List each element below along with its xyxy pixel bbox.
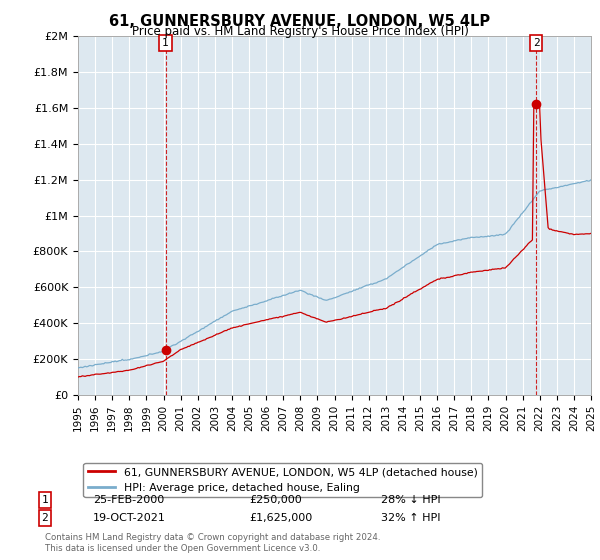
Legend: 61, GUNNERSBURY AVENUE, LONDON, W5 4LP (detached house), HPI: Average price, det: 61, GUNNERSBURY AVENUE, LONDON, W5 4LP (…: [83, 463, 482, 497]
Text: 28% ↓ HPI: 28% ↓ HPI: [381, 495, 440, 505]
Text: £250,000: £250,000: [249, 495, 302, 505]
Text: 2: 2: [533, 38, 539, 48]
Text: 61, GUNNERSBURY AVENUE, LONDON, W5 4LP: 61, GUNNERSBURY AVENUE, LONDON, W5 4LP: [109, 14, 491, 29]
Text: 32% ↑ HPI: 32% ↑ HPI: [381, 513, 440, 523]
Text: 19-OCT-2021: 19-OCT-2021: [93, 513, 166, 523]
Text: £1,625,000: £1,625,000: [249, 513, 312, 523]
Text: 1: 1: [162, 38, 169, 48]
Text: 2: 2: [41, 513, 49, 523]
Text: Contains HM Land Registry data © Crown copyright and database right 2024.
This d: Contains HM Land Registry data © Crown c…: [45, 533, 380, 553]
Text: 1: 1: [41, 495, 49, 505]
Text: 25-FEB-2000: 25-FEB-2000: [93, 495, 164, 505]
Text: Price paid vs. HM Land Registry's House Price Index (HPI): Price paid vs. HM Land Registry's House …: [131, 25, 469, 38]
